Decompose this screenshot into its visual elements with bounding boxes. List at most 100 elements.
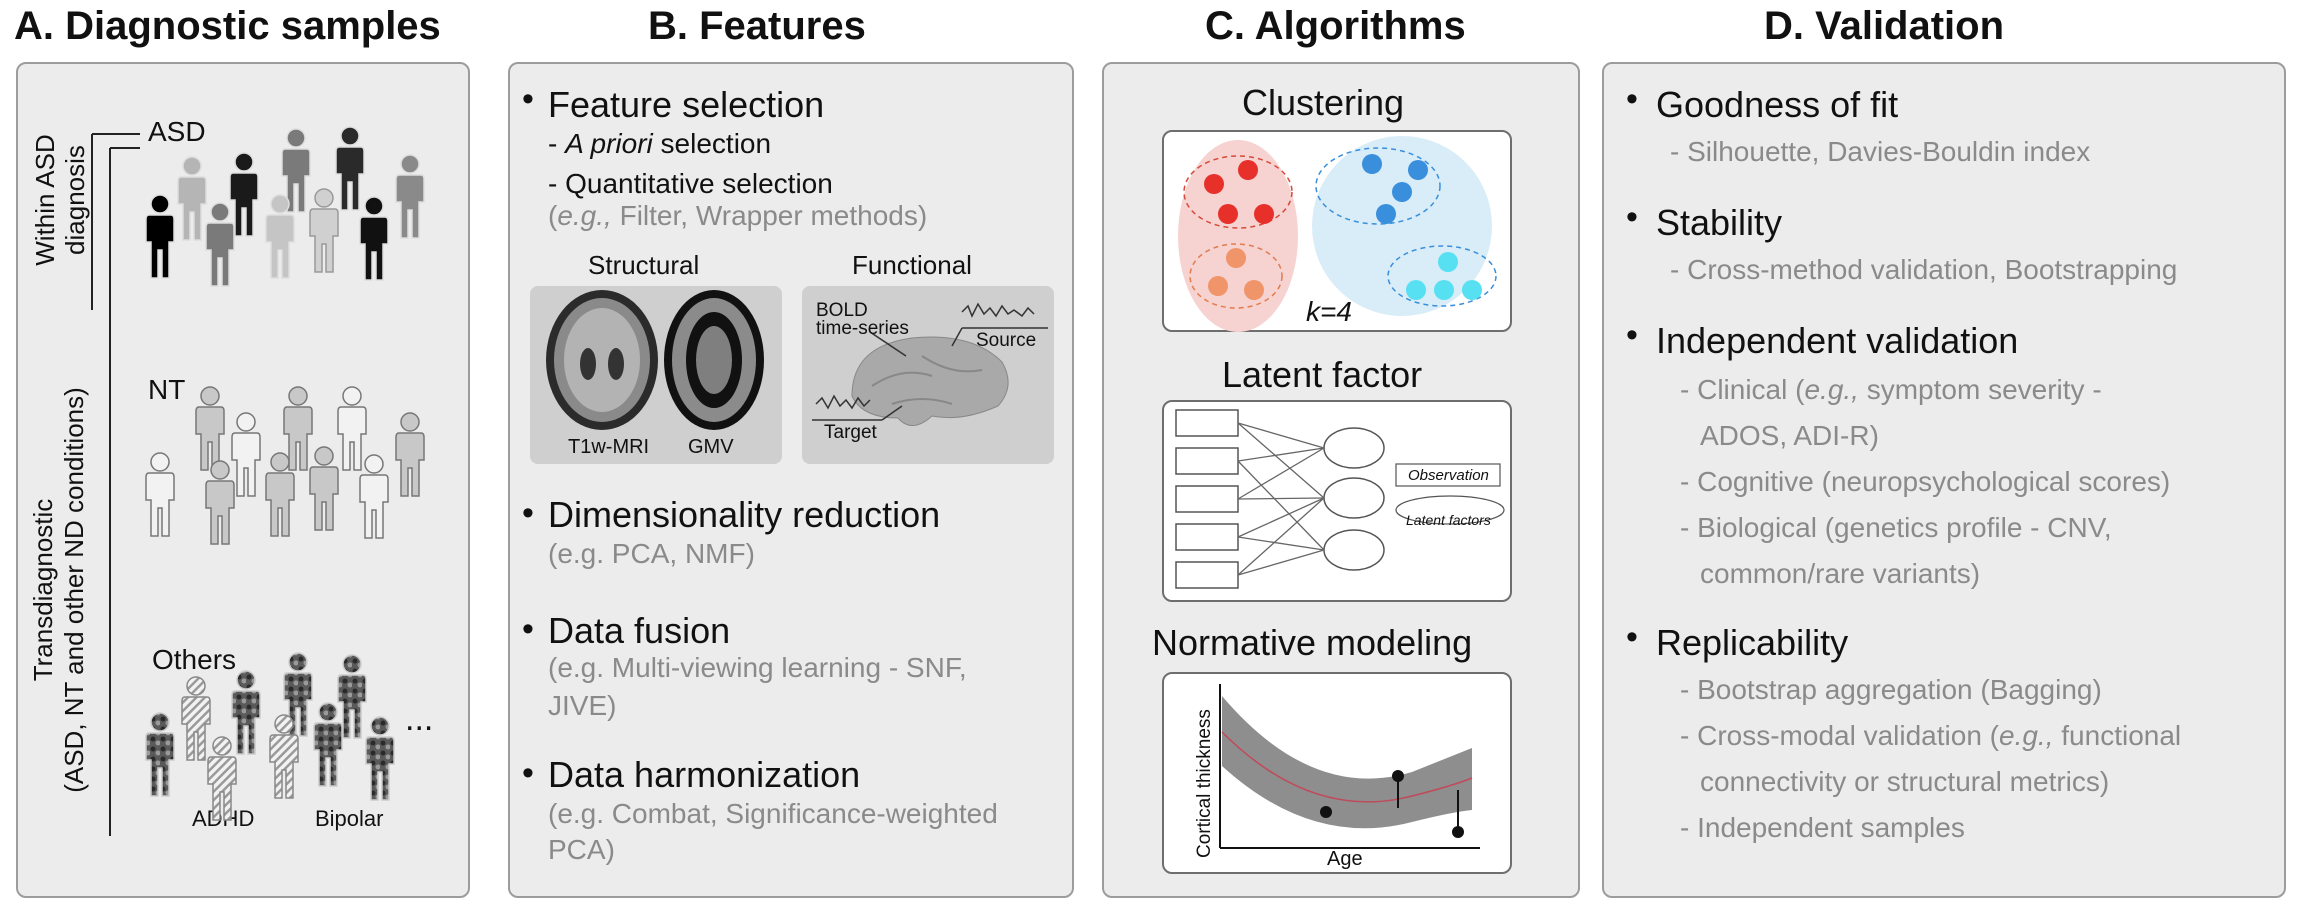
panel-d-validation xyxy=(1602,62,2286,898)
group-label-nt: NT xyxy=(148,374,186,405)
cluster-point xyxy=(1434,280,1454,300)
person-icon-asd-9 xyxy=(309,188,339,273)
latent-node xyxy=(1323,529,1385,571)
structural-brain-images xyxy=(546,290,764,430)
cluster-point xyxy=(1218,204,1238,224)
group-label-others: Others xyxy=(152,644,237,675)
independent-cognitive: - Cognitive (neuropsychological scores) xyxy=(1680,466,2171,497)
apriori-selection: - A priori selection xyxy=(548,128,771,160)
bullet-dot: • xyxy=(522,494,534,532)
apriori-italic: A priori xyxy=(565,128,653,159)
cluster-point xyxy=(1244,280,1264,300)
observation-legend-text: Observation xyxy=(1408,467,1489,484)
bullet-dot: • xyxy=(1626,316,1638,354)
cluster-point xyxy=(1462,280,1482,300)
bullet-dot: • xyxy=(522,754,534,792)
panel-c-title: C. Algorithms xyxy=(1205,4,1466,48)
structural-title: Structural xyxy=(588,250,700,280)
person-icon-asd-4 xyxy=(177,156,207,241)
data-fusion-examples-1: (e.g. Multi-viewing learning - SNF, xyxy=(548,652,967,683)
cluster-group-red xyxy=(1178,140,1298,332)
gmv-label: GMV xyxy=(688,436,734,458)
normative-xlabel: Age xyxy=(1327,848,1363,870)
person-icon-asd-6 xyxy=(145,194,175,279)
legend-observation-box xyxy=(1395,463,1501,487)
bold-label-line1: BOLD xyxy=(816,300,868,321)
bullet-dot: • xyxy=(1626,198,1638,236)
data-fusion-examples-2: JIVE) xyxy=(548,690,617,721)
group-label-ellipsis: ... xyxy=(405,700,434,738)
apriori-dash: - xyxy=(548,128,566,159)
independent-biological-1: - Biological (genetics profile - CNV, xyxy=(1680,512,2112,543)
observation-node xyxy=(1175,409,1239,437)
person-icon-others-5 xyxy=(145,712,175,797)
person-icon-others-9 xyxy=(365,716,395,801)
panel-d-title: D. Validation xyxy=(1764,4,2005,48)
people-figures xyxy=(145,126,425,821)
feature-selection-heading: Feature selection xyxy=(548,84,825,125)
cluster-point xyxy=(1208,276,1228,296)
dim-reduction-heading: Dimensionality reduction xyxy=(548,494,941,535)
latent-node xyxy=(1323,477,1385,519)
harmonization-examples-1: (e.g. Combat, Significance-weighted xyxy=(548,798,998,829)
person-icon-asd-5 xyxy=(229,152,259,237)
bullet-dot: • xyxy=(522,610,534,648)
person-icon-others-3 xyxy=(231,670,261,755)
cluster-point xyxy=(1408,160,1428,180)
normative-mean-curve xyxy=(1221,731,1473,803)
crossmodal-b: functional xyxy=(2053,720,2182,751)
goodness-heading: Goodness of fit xyxy=(1656,84,1899,125)
person-icon-asd-10 xyxy=(359,196,389,281)
person-icon-nt-6 xyxy=(145,452,175,537)
person-icon-nt-7 xyxy=(205,460,235,545)
replicability-crossmodal: - Cross-modal validation (e.g., function… xyxy=(1680,720,2181,752)
person-icon-others-6 xyxy=(207,736,237,821)
clinical-a: - Clinical ( xyxy=(1680,374,1805,405)
cluster-point xyxy=(1254,204,1274,224)
legend-latent-ellipse xyxy=(1395,495,1505,525)
observation-node xyxy=(1175,561,1239,589)
cluster-point xyxy=(1238,160,1258,180)
group-label-asd: ASD xyxy=(148,116,206,147)
subject-point xyxy=(1320,806,1332,818)
target-timeseries xyxy=(815,394,871,410)
group-label-adhd: ADHD xyxy=(192,806,255,831)
independent-clinical: - Clinical (e.g., symptom severity - xyxy=(1680,374,2102,406)
independent-heading: Independent validation xyxy=(1656,320,2019,361)
bullet-dot: • xyxy=(1626,618,1638,656)
fs-eg-rest: Filter, Wrapper methods) xyxy=(611,200,928,231)
feature-selection-examples: (e.g., Filter, Wrapper methods) xyxy=(548,200,927,232)
latent-factor-heading: Latent factor xyxy=(1222,354,1423,395)
observation-node xyxy=(1175,447,1239,475)
cluster-point xyxy=(1438,252,1458,272)
clinical-italic: e.g., xyxy=(1804,374,1859,405)
independent-clinical-2: ADOS, ADI-R) xyxy=(1700,420,1879,451)
replicability-heading: Replicability xyxy=(1656,622,1849,663)
fs-eg-italic: e.g., xyxy=(557,200,612,231)
normative-modeling-heading: Normative modeling xyxy=(1152,622,1473,663)
replicability-crossmodal-2: connectivity or structural metrics) xyxy=(1700,766,2110,797)
data-fusion-heading: Data fusion xyxy=(548,610,731,651)
stability-heading: Stability xyxy=(1656,202,1783,243)
person-icon-asd-3 xyxy=(395,154,425,239)
person-icon-nt-5 xyxy=(231,412,261,497)
source-label: Source xyxy=(976,330,1037,351)
harmonization-examples-2: PCA) xyxy=(548,834,615,865)
clustering-heading: Clustering xyxy=(1242,82,1405,123)
crossmodal-italic: e.g., xyxy=(1999,720,2054,751)
person-icon-nt-10 xyxy=(359,454,389,539)
cluster-point xyxy=(1392,182,1412,202)
brain-lateral xyxy=(851,336,1009,426)
panel-a-title: A. Diagnostic samples xyxy=(14,4,441,48)
bold-label-line2: time-series xyxy=(816,318,909,339)
cluster-point xyxy=(1362,154,1382,174)
replicability-bagging: - Bootstrap aggregation (Bagging) xyxy=(1680,674,2102,705)
apriori-rest: selection xyxy=(652,128,772,159)
functional-title: Functional xyxy=(852,250,972,280)
independent-biological-2: common/rare variants) xyxy=(1700,558,1981,589)
cluster-point xyxy=(1406,280,1426,300)
panel-a-bracket-lines xyxy=(91,133,140,836)
bold-label: BOLD time-series xyxy=(816,300,909,339)
subject-point xyxy=(1392,770,1404,782)
bullet-dot: • xyxy=(522,80,534,118)
